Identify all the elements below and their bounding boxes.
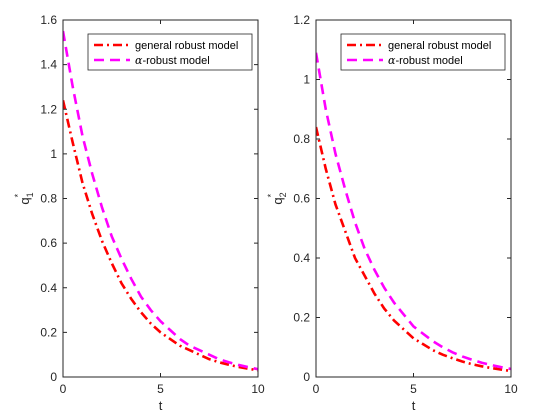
y-tick-label: 1.6: [40, 13, 57, 27]
y-axis-label: q2*: [266, 192, 288, 204]
y-tick-label: 1: [50, 147, 57, 161]
y-tick-label: 0.4: [293, 251, 310, 265]
series-line-alpha-robust: [63, 30, 258, 371]
y-tick-label: 1: [303, 73, 310, 87]
y-tick-label: 1.2: [293, 13, 310, 27]
y-axis-label-superscript: *: [13, 193, 23, 197]
x-axis-label: t: [159, 398, 163, 413]
y-tick-label: 0.2: [293, 311, 310, 325]
y-tick-label: 0.8: [293, 132, 310, 146]
y-tick-label: 1.2: [40, 102, 57, 116]
legend-label: α-robust model: [388, 54, 463, 67]
legend-label-symbol: α: [388, 54, 396, 67]
y-tick-label: 0.6: [293, 192, 310, 206]
y-axis-label-subscript: 2: [278, 192, 288, 197]
x-tick-label: 0: [313, 382, 320, 396]
y-tick-label: 0: [50, 370, 57, 384]
y-tick-label: 0.2: [40, 325, 57, 339]
plot-area: [316, 20, 511, 377]
y-tick-label: 0.6: [40, 236, 57, 250]
x-tick-label: 10: [251, 382, 265, 396]
y-tick-label: 0.8: [40, 192, 57, 206]
legend-label: general robust model: [388, 40, 491, 52]
series-line-general-robust: [63, 100, 258, 372]
legend-label-text: -robust model: [395, 55, 462, 67]
y-tick-label: 0.4: [40, 281, 57, 295]
legend: general robust model α-robust model: [340, 33, 506, 71]
legend: general robust model α-robust model: [87, 33, 253, 71]
x-tick-label: 5: [410, 382, 417, 396]
y-axis-label-base: q: [17, 197, 32, 204]
legend-label: general robust model: [135, 40, 238, 52]
x-tick-label: 10: [504, 382, 518, 396]
legend-box: [87, 33, 253, 71]
chart-panel-2: 0 0.2 0.4 0.6 0.8 1 1.2 0 5 10 t q2* general robust …: [266, 13, 518, 413]
x-tick-label: 5: [157, 382, 164, 396]
series-line-general-robust: [316, 126, 511, 373]
y-axis-label-superscript: *: [266, 193, 276, 197]
legend-label: α-robust model: [135, 54, 210, 67]
y-tick-label: 1.4: [40, 58, 57, 72]
y-axis-label: q1*: [13, 192, 35, 204]
x-axis-label: t: [412, 398, 416, 413]
legend-label-symbol: α: [135, 54, 143, 67]
legend-label-text: -robust model: [142, 55, 209, 67]
y-axis-label-base: q: [270, 197, 285, 204]
x-tick-label: 0: [60, 382, 67, 396]
plot-area: [63, 20, 258, 377]
y-axis-label-subscript: 1: [25, 192, 35, 197]
legend-box: [340, 33, 506, 71]
y-tick-label: 0: [303, 370, 310, 384]
series-line-alpha-robust: [316, 52, 511, 371]
